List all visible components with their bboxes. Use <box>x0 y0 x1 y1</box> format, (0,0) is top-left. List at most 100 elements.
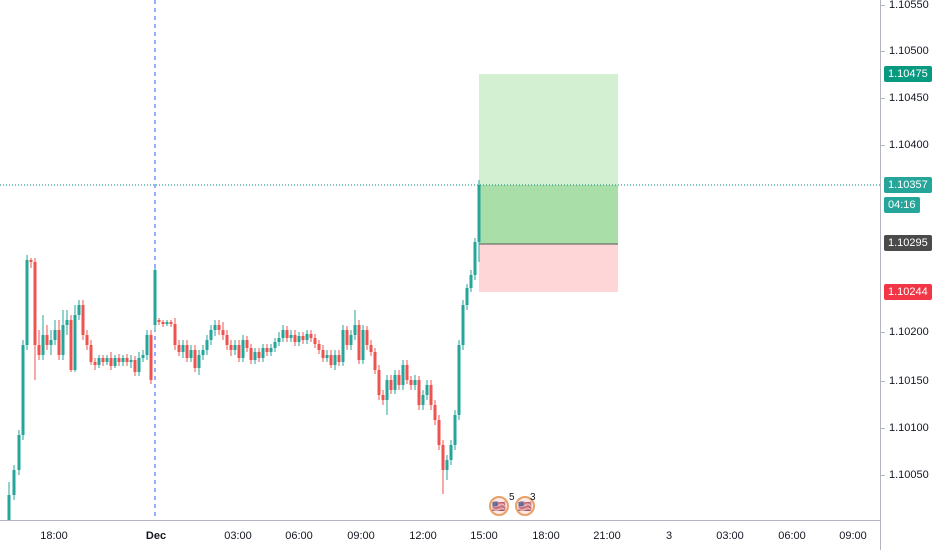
stop-loss-zone[interactable] <box>479 244 618 292</box>
candle-body <box>21 345 25 435</box>
candles <box>7 180 481 520</box>
candle-body <box>77 305 81 315</box>
candle-body <box>261 348 265 358</box>
candle-body <box>253 352 257 360</box>
time-label: 03:00 <box>716 530 744 542</box>
candle-body <box>313 338 317 344</box>
candle-body <box>433 405 437 420</box>
candle-body <box>181 345 185 352</box>
time-label: 09:00 <box>347 530 375 542</box>
candle-body <box>221 330 225 335</box>
time-label: 06:00 <box>778 530 806 542</box>
candle-body <box>297 336 301 342</box>
price-tick: 1.10100 <box>889 422 929 434</box>
candle-body <box>289 335 293 338</box>
candle-body <box>153 270 157 325</box>
candle-body <box>321 350 325 358</box>
candle-body <box>189 350 193 358</box>
candle-body <box>81 305 85 335</box>
candle-body <box>465 288 469 305</box>
candle-body <box>41 335 45 355</box>
candle-body <box>353 325 357 335</box>
candle-body <box>121 358 125 362</box>
stop-loss-price-tag[interactable]: 1.10244 <box>884 284 932 300</box>
candle-body <box>401 365 405 385</box>
candle-body <box>29 260 33 262</box>
price-axis[interactable]: 1.10550 1.10500 1.10450 1.10400 1.10200 … <box>880 0 932 550</box>
candle-body <box>145 335 149 355</box>
candle-body <box>389 380 393 390</box>
candle-body <box>413 380 417 385</box>
candle-body <box>477 185 481 242</box>
price-tick: 1.10400 <box>889 139 929 151</box>
candle-body <box>125 358 129 362</box>
price-tick: 1.10550 <box>889 0 929 11</box>
entry-price-tag[interactable]: 1.10295 <box>884 235 932 251</box>
candle-body <box>173 324 177 345</box>
candle-body <box>429 385 433 405</box>
candle-body <box>281 330 285 338</box>
candle-body <box>93 362 97 365</box>
chart-area[interactable]: 🇺🇸 5 🇺🇸 3 <box>0 0 880 520</box>
candle-body <box>453 415 457 445</box>
candle-body <box>469 275 473 288</box>
candle-body <box>25 260 29 345</box>
candle-body <box>137 358 141 372</box>
candle-body <box>89 345 93 362</box>
candle-body <box>225 335 229 345</box>
candle-body <box>461 305 465 345</box>
time-label: 18:00 <box>40 530 68 542</box>
candle-body <box>65 320 69 325</box>
candle-body <box>61 325 65 355</box>
event-count: 3 <box>530 492 536 503</box>
time-axis[interactable]: 18:00 Dec 03:00 06:00 09:00 12:00 15:00 … <box>0 520 880 550</box>
candle-body <box>193 350 197 368</box>
us-flag-icon[interactable]: 🇺🇸 <box>489 496 509 516</box>
candle-body <box>177 345 181 352</box>
candle-body <box>129 360 133 362</box>
time-label: 06:00 <box>285 530 313 542</box>
candle-body <box>437 420 441 445</box>
candle-body <box>457 345 461 415</box>
candle-body <box>361 330 365 360</box>
us-flag-icon[interactable]: 🇺🇸 <box>515 496 535 516</box>
candle-body <box>349 335 353 345</box>
candle-body <box>309 334 313 338</box>
time-label: 15:00 <box>470 530 498 542</box>
candle-body <box>201 350 205 355</box>
candle-body <box>205 340 209 350</box>
price-tick: 1.10450 <box>889 92 929 104</box>
candle-body <box>357 325 361 360</box>
candle-body <box>165 322 169 324</box>
candle-body <box>37 345 41 355</box>
candle-body <box>397 375 401 385</box>
candle-body <box>53 330 57 340</box>
candle-body <box>117 358 121 362</box>
candle-body <box>445 460 449 470</box>
candle-body <box>157 320 161 322</box>
time-label: 03:00 <box>224 530 252 542</box>
candle-body <box>341 330 345 362</box>
candle-body <box>449 445 453 460</box>
candle-body <box>97 358 101 365</box>
candle-body <box>73 315 77 370</box>
candle-body <box>161 322 165 324</box>
candle-body <box>293 335 297 342</box>
bar-countdown-tag: 04:16 <box>884 197 920 213</box>
long-position-tool[interactable] <box>479 74 618 292</box>
candle-body <box>57 330 61 355</box>
candle-body <box>333 355 337 365</box>
open-profit-zone <box>479 185 618 244</box>
candle-body <box>33 262 37 345</box>
candle-body <box>405 365 409 380</box>
event-count: 5 <box>509 492 515 503</box>
candle-body <box>213 325 217 330</box>
candle-body <box>277 338 281 342</box>
price-tick: 1.10500 <box>889 45 929 57</box>
candlestick-chart[interactable] <box>0 0 880 520</box>
take-profit-price-tag[interactable]: 1.10475 <box>884 66 932 82</box>
candle-body <box>49 340 53 345</box>
candle-body <box>285 330 289 338</box>
candle-body <box>85 335 89 345</box>
candle-body <box>133 360 137 372</box>
